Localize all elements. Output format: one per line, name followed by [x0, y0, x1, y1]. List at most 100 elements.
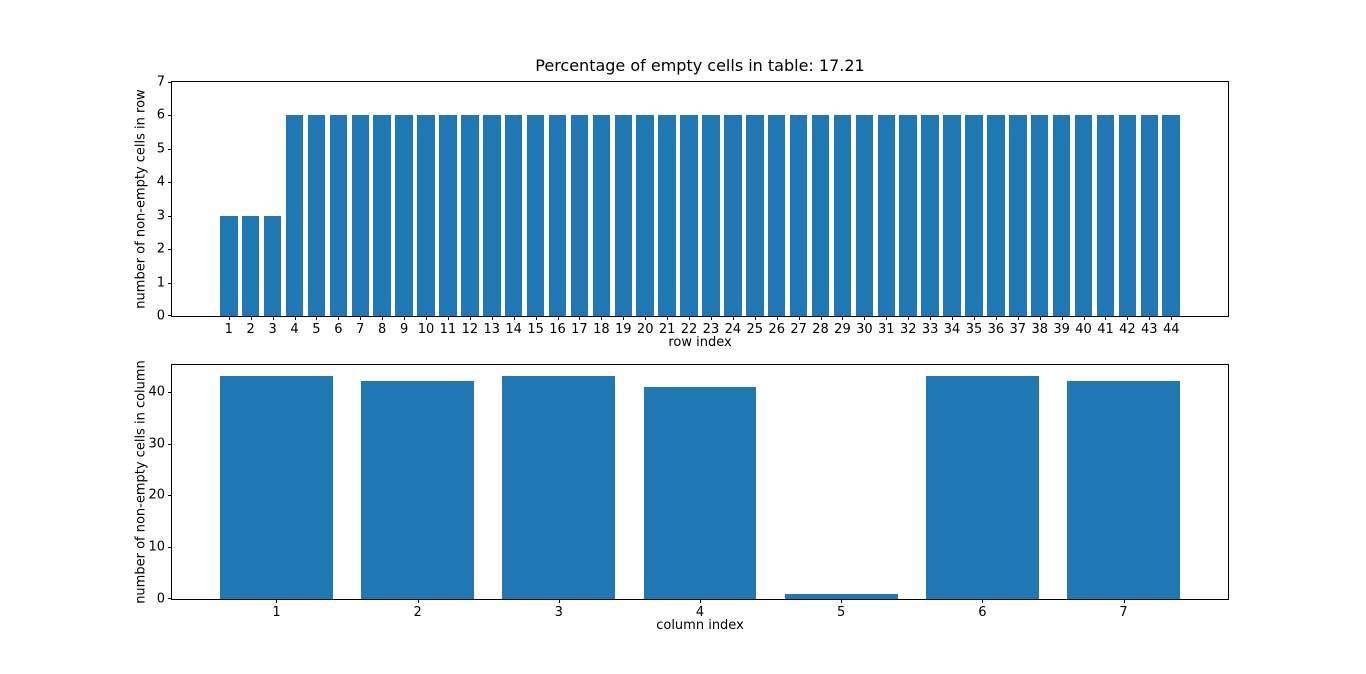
x-tick-label: 17 — [571, 322, 588, 337]
x-tick-mark — [513, 316, 515, 320]
bar-5 — [307, 115, 326, 316]
x-tick-label: 19 — [615, 322, 632, 337]
x-tick-label: 8 — [378, 322, 387, 337]
x-tick-label: 18 — [593, 322, 610, 337]
bar-2 — [361, 381, 475, 599]
x-tick-mark — [700, 599, 701, 603]
bar-42 — [1118, 115, 1137, 316]
x-tick-label: 2 — [246, 322, 255, 337]
bar-2 — [241, 215, 260, 316]
y-tick-label: 0 — [156, 591, 165, 607]
x-tick-label: 29 — [834, 322, 851, 337]
x-tick-label: 43 — [1141, 322, 1158, 337]
x-tick-mark — [842, 316, 844, 320]
x-tick-label: 5 — [837, 605, 846, 620]
x-tick-label: 36 — [987, 322, 1005, 337]
x-tick-label: 39 — [1053, 322, 1070, 337]
y-tick-mark — [168, 547, 172, 549]
bar-18 — [592, 115, 611, 316]
bar-1 — [220, 376, 333, 599]
bar-34 — [943, 115, 961, 316]
columns-x-axis-label: column index — [656, 618, 744, 633]
x-tick-label: 7 — [1119, 605, 1128, 620]
x-tick-mark — [776, 316, 778, 320]
bar-16 — [548, 115, 567, 316]
x-tick-label: 41 — [1097, 322, 1114, 337]
x-tick-label: 1 — [272, 605, 281, 620]
bar-17 — [570, 115, 589, 316]
columns-plot-area: number of non-empty cells in column colu… — [134, 360, 1229, 633]
x-tick-label: 4 — [695, 605, 705, 620]
x-tick-mark — [228, 316, 230, 320]
x-tick-label: 15 — [527, 322, 544, 337]
x-tick-mark — [294, 316, 296, 320]
x-tick-mark — [820, 316, 822, 320]
bar-28 — [811, 115, 830, 316]
y-tick-label: 4 — [156, 174, 165, 190]
bar-8 — [373, 115, 391, 316]
y-tick-mark — [168, 82, 172, 83]
x-tick-label: 11 — [439, 322, 457, 337]
bar-14 — [504, 115, 523, 316]
y-tick-mark — [168, 148, 172, 150]
x-tick-label: 24 — [724, 322, 742, 337]
x-tick-mark — [973, 316, 975, 320]
x-tick-mark — [535, 316, 537, 320]
x-tick-mark — [579, 316, 581, 320]
x-tick-mark — [276, 599, 278, 603]
x-tick-label: 42 — [1119, 322, 1136, 337]
x-tick-mark — [426, 316, 428, 320]
bar-13 — [483, 115, 501, 316]
x-tick-mark — [908, 316, 910, 320]
y-tick-label: 0 — [156, 308, 165, 324]
bar-7 — [1067, 381, 1180, 599]
x-tick-mark — [404, 316, 406, 320]
x-tick-label: 32 — [899, 322, 917, 337]
x-tick-mark — [645, 316, 647, 320]
x-tick-mark — [557, 316, 559, 320]
bar-3 — [263, 215, 282, 316]
x-tick-label: 31 — [878, 322, 895, 337]
x-tick-label: 21 — [658, 322, 676, 337]
x-tick-mark — [1061, 316, 1063, 320]
y-tick-mark — [168, 598, 172, 599]
y-tick-mark — [168, 249, 172, 251]
x-tick-mark — [930, 316, 932, 320]
x-tick-mark — [1171, 316, 1173, 320]
rows-y-axis-label: number of non-empty cells in row — [133, 89, 149, 309]
x-tick-mark — [382, 316, 384, 320]
x-tick-label: 14 — [505, 322, 522, 337]
bar-41 — [1096, 115, 1115, 316]
y-tick-mark — [168, 282, 172, 284]
columns-y-axis-label: number of non-empty cells in column — [133, 360, 149, 604]
bar-31 — [877, 115, 896, 316]
bar-19 — [614, 115, 633, 316]
bar-12 — [461, 115, 479, 316]
x-tick-mark — [864, 316, 866, 320]
y-tick-mark — [168, 115, 172, 117]
bar-35 — [965, 115, 983, 316]
bar-43 — [1140, 115, 1159, 316]
x-tick-label: 3 — [268, 322, 277, 337]
bar-32 — [899, 115, 917, 316]
bar-20 — [636, 115, 654, 316]
rows-x-axis-label: row index — [668, 335, 732, 350]
x-tick-mark — [667, 316, 669, 320]
x-tick-mark — [338, 316, 340, 320]
x-tick-label: 25 — [746, 322, 764, 337]
x-tick-label: 1 — [224, 322, 233, 337]
x-tick-label: 9 — [399, 322, 409, 337]
bar-37 — [1009, 115, 1027, 316]
x-tick-label: 30 — [856, 322, 873, 337]
bar-7 — [351, 115, 370, 316]
x-tick-label: 33 — [921, 322, 939, 337]
y-tick-mark — [168, 443, 172, 445]
x-tick-mark — [732, 316, 734, 320]
x-tick-mark — [447, 316, 449, 320]
bar-26 — [767, 115, 786, 316]
y-tick-mark — [168, 315, 172, 316]
x-tick-mark — [1083, 316, 1085, 320]
x-tick-label: 10 — [417, 322, 435, 337]
x-tick-label: 16 — [549, 322, 566, 337]
